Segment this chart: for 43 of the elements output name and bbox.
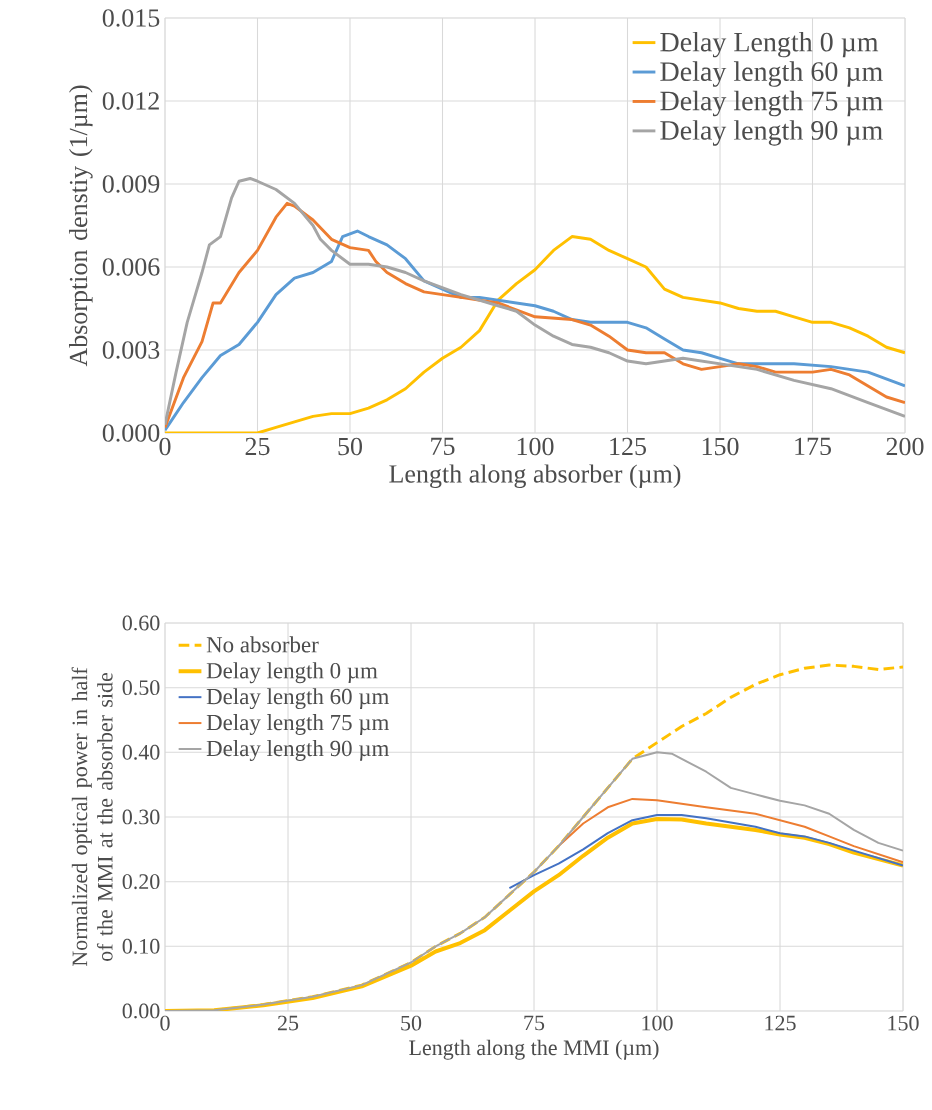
y-tick-label: 0.20 (122, 874, 160, 890)
x-tick-label: 75 (431, 437, 455, 455)
y-tick-label: 0.009 (102, 175, 160, 193)
legend-label: Delay Length 0 µm (660, 31, 879, 58)
x-tick-label: 50 (338, 437, 362, 456)
legend-label: Delay length 0 µm (206, 662, 378, 684)
x-tick-label: 200 (886, 437, 924, 456)
y-tick-label: 0.000 (102, 424, 160, 442)
y-axis-title: Absorption denstiy (1/µm) (69, 85, 93, 367)
x-tick-label: 50 (401, 1015, 422, 1031)
line-series (508, 814, 904, 890)
x-tick-label: 150 (888, 1015, 919, 1031)
legend-label: Delay length 60 µm (206, 688, 389, 710)
legend-label: Delay length 75 µm (660, 90, 883, 117)
x-axis-title: Length along absorber (µm) (389, 464, 681, 489)
x-tick-label: 25 (245, 437, 270, 456)
x-tick-label: 125 (765, 1015, 796, 1031)
y-tick-label: 0.40 (122, 744, 160, 760)
legend-label: Delay length 60 µm (660, 61, 883, 87)
y-tick-label: 0.50 (122, 680, 160, 696)
y-tick-label: 0.00 (122, 1003, 160, 1019)
x-tick-label: 100 (642, 1015, 673, 1031)
x-tick-label: 25 (277, 1015, 299, 1031)
y-tick-label: 0.015 (102, 9, 160, 27)
x-tick-label: 125 (610, 437, 646, 456)
x-axis-title: Length along the MMI (µm) (409, 1039, 659, 1060)
y-tick-label: 0.012 (102, 92, 159, 110)
y-tick-label: 0.10 (122, 938, 160, 954)
x-tick-label: 0 (159, 437, 171, 456)
x-tick-label: 75 (524, 1015, 545, 1031)
x-tick-label: 0 (160, 1015, 170, 1031)
legend-label: Delay length 75 µm (206, 714, 389, 735)
legend-label: No absorber (206, 636, 319, 653)
y-axis-title: Normalized optical power in half of the MMI at the absorber side (71, 667, 113, 967)
legend-label: Delay length 90 µm (660, 120, 883, 146)
y-tick-label: 0.006 (102, 258, 160, 276)
y-tick-label: 0.30 (122, 809, 160, 825)
y-tick-label: 0.60 (122, 615, 160, 631)
y-tick-label: 0.003 (102, 341, 160, 359)
x-tick-label: 100 (517, 437, 554, 456)
x-tick-label: 175 (795, 437, 831, 456)
legend-label: Delay length 90 µm (206, 740, 389, 761)
x-tick-label: 150 (702, 437, 739, 456)
